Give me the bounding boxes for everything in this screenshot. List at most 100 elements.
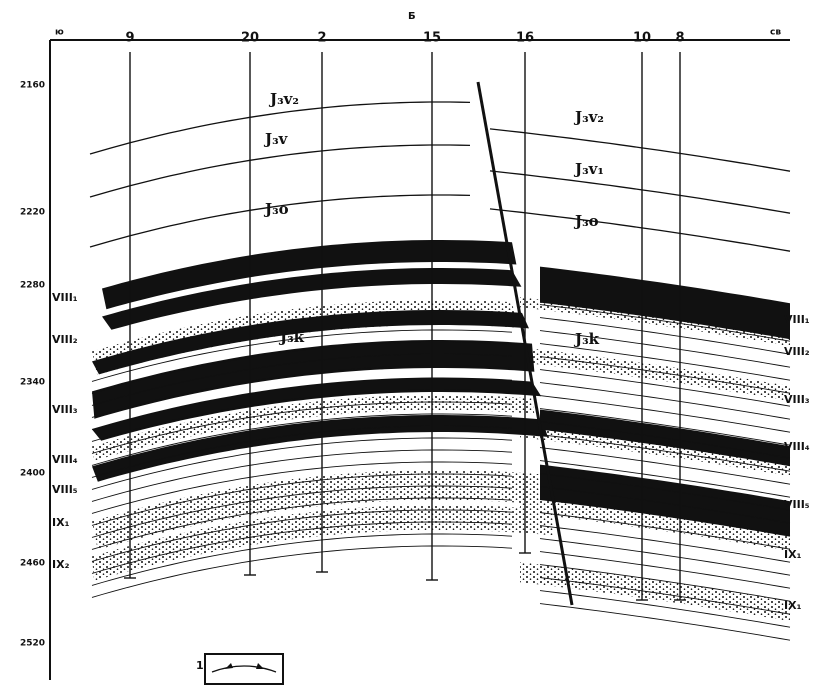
layer-line bbox=[91, 533, 513, 586]
layer-line bbox=[539, 330, 791, 368]
layer-line bbox=[539, 499, 791, 537]
layer-line bbox=[91, 425, 513, 478]
layer-line bbox=[539, 317, 791, 355]
layer-label: VIII₅ bbox=[784, 498, 810, 511]
sandstone bbox=[520, 297, 790, 347]
layer-line bbox=[91, 329, 513, 382]
formation-label: J₃v₂ bbox=[268, 90, 299, 108]
layer-line bbox=[91, 413, 513, 466]
depth-label: 2400 bbox=[20, 469, 45, 479]
formation-label: J₃o bbox=[573, 212, 599, 230]
layer-line bbox=[91, 461, 513, 514]
layer-line bbox=[91, 437, 513, 490]
sandstone bbox=[520, 347, 790, 402]
layer-line bbox=[539, 538, 791, 576]
layer-line bbox=[91, 353, 513, 406]
coal-lens bbox=[92, 415, 548, 482]
layer-line bbox=[91, 509, 513, 562]
boundary bbox=[89, 194, 471, 248]
coal-lens bbox=[102, 240, 517, 310]
coal-lens bbox=[92, 340, 535, 419]
layer-line bbox=[539, 512, 791, 550]
depth-label: 2520 bbox=[20, 639, 45, 649]
layer-label: IX₁ bbox=[784, 548, 802, 561]
depth-label: 2220 bbox=[20, 208, 45, 218]
layer-label: VIII₂ bbox=[52, 333, 78, 346]
layer-label: IX₁ bbox=[52, 516, 70, 529]
layer-line bbox=[539, 395, 791, 433]
layer-line bbox=[539, 369, 791, 407]
coal-lens bbox=[92, 310, 529, 375]
layer-line bbox=[91, 545, 513, 598]
layer-label: VIII₃ bbox=[784, 393, 810, 406]
layer-line bbox=[539, 408, 791, 446]
well-label: 15 bbox=[423, 31, 441, 46]
boundary bbox=[489, 208, 791, 252]
layer-label: VIII₄ bbox=[784, 440, 810, 453]
layer-line bbox=[91, 473, 513, 526]
layer-line bbox=[91, 497, 513, 550]
layer-line bbox=[539, 382, 791, 420]
layer-label: IX₁ bbox=[784, 599, 802, 612]
legend: 1 bbox=[196, 653, 284, 685]
formation-label: J₃k bbox=[278, 328, 305, 346]
layer-line bbox=[539, 473, 791, 511]
layer-label: IX₂ bbox=[52, 558, 70, 571]
layer-label: VIII₁ bbox=[52, 291, 78, 304]
geology bbox=[89, 101, 791, 641]
formation-label: J₃o bbox=[263, 200, 289, 218]
layer-line bbox=[539, 356, 791, 394]
layer-line bbox=[91, 341, 513, 394]
formation-label: J₃k bbox=[573, 330, 600, 348]
layer-line bbox=[539, 460, 791, 498]
layer-line bbox=[539, 447, 791, 485]
layer-line bbox=[539, 564, 791, 602]
legend-symbol bbox=[225, 663, 264, 669]
layer-line bbox=[91, 377, 513, 430]
layer-label: VIII₅ bbox=[52, 483, 78, 496]
layer-line bbox=[91, 365, 513, 418]
well-label: 16 bbox=[516, 31, 534, 46]
corner-label: ю bbox=[55, 28, 64, 38]
sandstone bbox=[520, 422, 790, 477]
layer-line bbox=[91, 449, 513, 502]
layer-line bbox=[91, 389, 513, 442]
layer-line bbox=[539, 551, 791, 589]
profile-label: Б bbox=[408, 11, 416, 22]
sandstone bbox=[92, 395, 535, 461]
boundary bbox=[89, 144, 471, 198]
sandstone bbox=[520, 562, 790, 622]
layer-line bbox=[539, 343, 791, 381]
well-label: 20 bbox=[241, 31, 259, 46]
depth-label: 2340 bbox=[20, 378, 45, 388]
depth-label: 2280 bbox=[20, 281, 45, 291]
formation-label: J₃v bbox=[263, 130, 289, 148]
formation-label: J₃v₁ bbox=[573, 160, 604, 178]
legend-box bbox=[204, 653, 284, 685]
layer-line bbox=[539, 304, 791, 342]
layer-line bbox=[91, 485, 513, 538]
sandstone bbox=[92, 505, 555, 581]
layer-line bbox=[539, 603, 791, 641]
layer-label: VIII₃ bbox=[52, 403, 78, 416]
well-label: 10 bbox=[633, 31, 651, 46]
layer-line bbox=[539, 577, 791, 615]
coal-lens bbox=[540, 266, 790, 340]
coal-lens bbox=[92, 378, 542, 441]
layer-line bbox=[539, 486, 791, 524]
coal-lens bbox=[102, 268, 522, 330]
formation-label: J₃v₂ bbox=[573, 108, 604, 126]
layer-line bbox=[539, 434, 791, 472]
layer-line bbox=[91, 401, 513, 454]
boundary bbox=[489, 170, 791, 214]
layer-line bbox=[539, 421, 791, 459]
layer-line bbox=[539, 590, 791, 628]
sandstone bbox=[92, 470, 548, 550]
well-label: 9 bbox=[125, 31, 134, 46]
boundary bbox=[489, 128, 791, 172]
layer-line bbox=[539, 525, 791, 563]
coal-lens bbox=[540, 464, 790, 537]
depth-label: 2160 bbox=[20, 81, 45, 91]
well-label: 8 bbox=[675, 31, 684, 46]
